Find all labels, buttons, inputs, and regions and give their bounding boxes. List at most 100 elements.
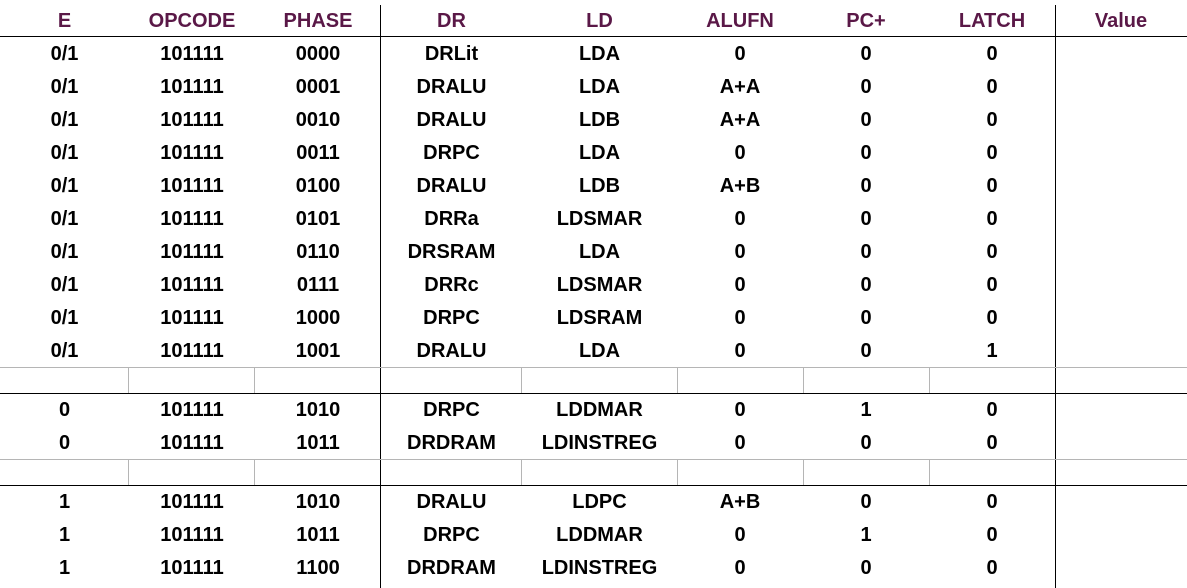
cell-opcode: 101111 [160,432,224,454]
cell-pc-plus: 0 [860,76,872,98]
cell-pc-plus: 1 [860,399,872,421]
cell-ld: LDINSTREG [541,557,658,579]
cell-latch: 0 [986,432,998,454]
cell-dr: DRPC [423,524,480,546]
header-latch: LATCH [958,10,1026,32]
cell-e: 0/1 [50,142,79,164]
cell-phase: 0101 [295,208,341,230]
cell-phase: 0111 [296,274,340,296]
cell-e: 0/1 [50,241,79,263]
cell-phase: 1011 [296,432,340,454]
cell-latch: 1 [986,340,998,362]
table-header-row: E OPCODE PHASE DR LD ALUFN PC+ LATCH Val… [0,5,1187,37]
separator-cell-divider [128,459,129,485]
cell-phase: 1000 [295,307,341,329]
cell-latch: 0 [986,274,998,296]
separator-cell-divider [677,459,678,485]
cell-opcode: 101111 [160,241,224,263]
table-row: 1 101111 1011 DRPC LDDMAR 0 1 0 [0,519,1187,552]
separator-row-top [0,367,1187,368]
cell-latch: 0 [986,557,998,579]
header-divider [0,36,1187,37]
cell-latch: 0 [986,175,998,197]
cell-phase: 1011 [296,524,340,546]
cell-opcode: 101111 [160,340,224,362]
cell-alufn: 0 [734,399,746,421]
cell-ld: LDA [578,142,621,164]
cell-ld: LDINSTREG [541,432,658,454]
cell-alufn: A+A [719,76,761,98]
cell-pc-plus: 0 [860,241,872,263]
table-row: 0 101111 1011 DRDRAM LDINSTREG 0 0 0 [0,427,1187,460]
cell-opcode: 101111 [160,524,224,546]
cell-ld: LDB [578,109,621,131]
cell-pc-plus: 0 [860,432,872,454]
cell-ld: LDB [578,175,621,197]
cell-ld: LDSMAR [556,274,643,296]
cell-dr: DRALU [416,340,487,362]
cell-ld: LDPC [572,491,627,513]
separator-cell-divider [677,367,678,393]
cell-phase: 1100 [296,557,340,579]
cell-latch: 0 [986,307,998,329]
header-e: E [57,10,72,32]
separator-cell-divider [254,459,255,485]
header-dr: DR [437,10,466,32]
cell-e: 0/1 [50,175,79,197]
cell-dr: DRALU [416,175,487,197]
cell-dr: DRALU [416,491,487,513]
separator-cell-divider [128,367,129,393]
cell-pc-plus: 0 [860,175,872,197]
cell-pc-plus: 0 [860,307,872,329]
cell-latch: 0 [986,76,998,98]
cell-dr: DRALU [416,109,487,131]
cell-e: 0 [58,432,71,454]
separator-row-bottom [0,393,1187,394]
table-row: 1 101111 1010 DRALU LDPC A+B 0 0 [0,486,1187,519]
cell-ld: LDA [578,241,621,263]
cell-e: 1 [58,491,71,513]
cell-latch: 0 [986,43,998,65]
cell-e: 0/1 [50,109,79,131]
cell-alufn: 0 [734,43,746,65]
cell-ld: LDA [578,43,621,65]
header-opcode: OPCODE [148,10,236,32]
cell-alufn: A+B [719,175,761,197]
cell-alufn: 0 [734,432,746,454]
table-row: 0/1 101111 0110 DRSRAM LDA 0 0 0 [0,236,1187,269]
header-value: Value [1094,10,1148,32]
table-row: 0/1 101111 0111 DRRc LDSMAR 0 0 0 [0,269,1187,302]
cell-pc-plus: 1 [860,524,872,546]
cell-phase: 0011 [296,142,340,164]
separator-cell-divider [521,459,522,485]
separator-cell-divider [929,367,930,393]
cell-e: 0/1 [50,208,79,230]
cell-ld: LDA [578,76,621,98]
cell-pc-plus: 0 [860,208,872,230]
table-row: 0/1 101111 0000 DRLit LDA 0 0 0 [0,38,1187,71]
cell-pc-plus: 0 [860,142,872,164]
cell-dr: DRRc [424,274,479,296]
cell-alufn: A+A [719,109,761,131]
cell-alufn: 0 [734,208,746,230]
header-alufn: ALUFN [706,10,774,32]
separator-cell-divider [803,367,804,393]
cell-phase: 0100 [295,175,341,197]
header-ld: LD [586,10,613,32]
cell-ld: LDDMAR [556,524,643,546]
cell-e: 1 [58,524,71,546]
cell-opcode: 101111 [160,307,224,329]
cell-dr: DRSRAM [407,241,496,263]
cell-alufn: 0 [734,557,746,579]
cell-e: 0/1 [50,340,79,362]
separator-cell-divider [254,367,255,393]
cell-alufn: 0 [734,307,746,329]
table-row: 0 101111 1010 DRPC LDDMAR 0 1 0 [0,394,1187,427]
header-pc-plus: PC+ [846,10,886,32]
cell-phase: 0001 [295,76,341,98]
cell-alufn: 0 [734,524,746,546]
cell-alufn: A+B [719,491,761,513]
table-row: 1 101111 1100 DRDRAM LDINSTREG 0 0 0 [0,552,1187,585]
cell-opcode: 101111 [160,175,224,197]
